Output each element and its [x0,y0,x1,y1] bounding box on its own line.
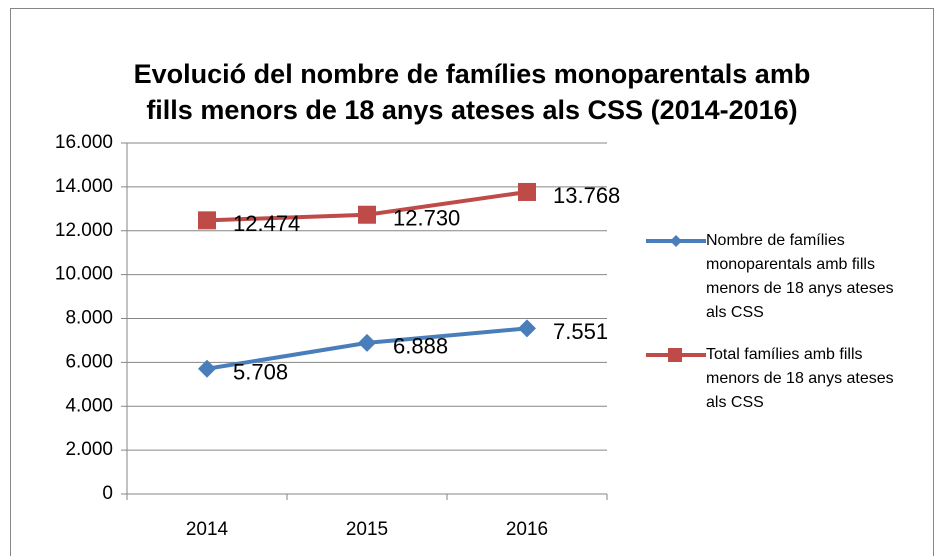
legend-label: Total famílies amb fills menors de 18 an… [706,346,894,411]
y-tick-label: 8.000 [65,308,113,329]
chart-border [10,8,934,556]
data-label: 12.474 [233,211,300,236]
legend-marker [668,348,682,362]
data-point [198,359,216,378]
y-tick-label: 6.000 [65,351,113,372]
y-tick-label: 12.000 [55,220,113,241]
data-label: 13.768 [553,183,620,208]
y-tick-label: 14.000 [55,176,113,197]
data-point [518,319,536,338]
chart-title: Evolució del nombre de famílies monopare… [133,59,811,125]
y-tick-label: 4.000 [65,395,113,416]
y-tick-label: 10.000 [55,264,113,285]
x-tick-label: 2016 [506,519,548,540]
data-point [198,211,216,230]
data-label: 12.730 [393,206,460,231]
data-point [518,182,536,201]
x-tick-label: 2014 [186,519,229,540]
x-tick-label: 2015 [346,519,388,540]
data-label: 5.708 [233,360,288,385]
y-tick-label: 0 [102,483,113,504]
data-label: 6.888 [393,334,448,359]
data-point [358,205,376,224]
legend-label: Nombre de famílies monoparentals amb fil… [706,232,894,321]
legend-marker [670,235,682,247]
y-tick-label: 2.000 [65,439,113,460]
data-label: 7.551 [553,319,608,344]
data-point [358,333,376,352]
y-tick-label: 16.000 [55,132,113,153]
